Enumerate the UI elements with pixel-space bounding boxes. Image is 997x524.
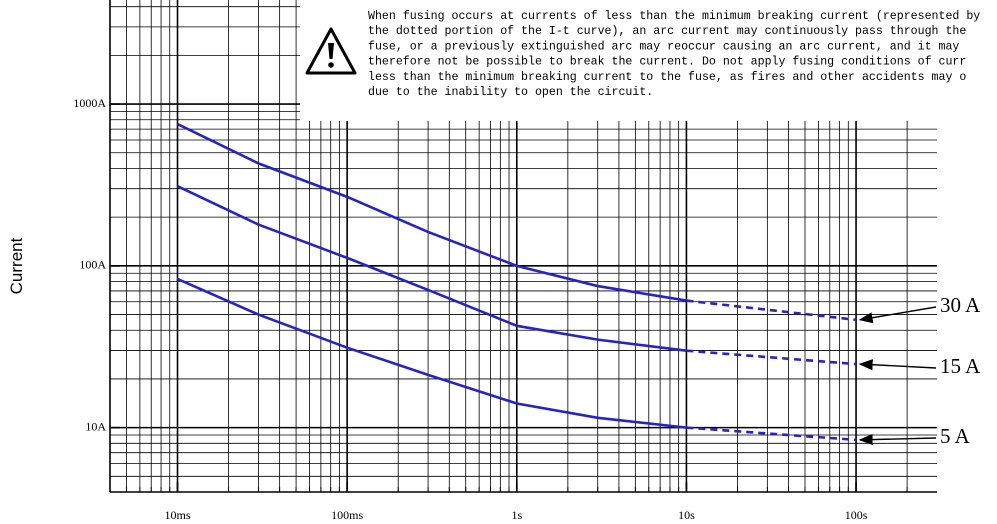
curve: [176, 277, 687, 429]
x-tick-label: 100ms: [331, 508, 363, 522]
curve: [176, 184, 687, 352]
note-box: [300, 0, 997, 121]
note-line: due to the inability to open the circuit…: [368, 86, 653, 99]
label-arrow: [858, 306, 937, 324]
note-line: When fusing occurs at currents of less t…: [368, 10, 980, 23]
note-line: less than the minimum breaking current t…: [368, 71, 966, 84]
y-tick-label: 1000A: [73, 96, 106, 110]
curve-dotted: [686, 349, 857, 366]
curve-label: 15 A: [940, 354, 981, 378]
x-tick-label: 100s: [845, 508, 868, 522]
curve-dotted: [686, 299, 857, 322]
x-tick-label: 10ms: [164, 508, 190, 522]
note-line: fuse, or a previously extinguished arc m…: [368, 40, 959, 53]
curve-label: 30 A: [940, 293, 981, 317]
y-axis-label: Current: [7, 237, 26, 294]
note-line: therefore not be possible to break the c…: [368, 56, 966, 69]
warning-icon: [305, 27, 357, 75]
note-line: the dotted portion of the I-t curve), an…: [368, 25, 966, 38]
label-arrow: [858, 433, 937, 446]
x-tick-label: 10s: [678, 508, 695, 522]
label-arrow: [858, 359, 937, 371]
plot: 10ms 100ms 1s 10s 100s 10A 100A 1000A 30 A 15 A 5 …: [73, 0, 981, 522]
y-tick-label: 100A: [79, 258, 106, 272]
curve-label: 5 A: [940, 424, 971, 448]
curve-dotted: [686, 426, 857, 442]
curve: [176, 122, 687, 302]
y-tick-label: 10A: [85, 419, 106, 433]
x-tick-label: 1s: [511, 508, 522, 522]
